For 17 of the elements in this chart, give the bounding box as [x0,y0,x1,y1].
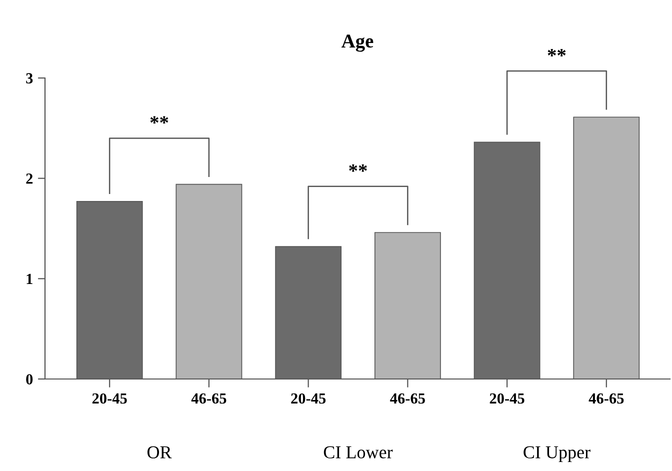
text: 20-45 [490,393,524,404]
text: 46-65 [588,393,624,404]
legend-label: 46-65 [191,393,226,404]
legend-label: 20-45 [92,393,127,404]
text: 46-65 [390,393,425,404]
chart-title: Age [341,34,374,52]
y-tick-label: 1 [26,274,32,284]
annotation: ** [150,116,168,124]
y-tick-label: 0 [26,374,33,384]
annotation: ** [349,164,367,172]
x-tick-label: CI Lower [324,446,393,458]
y-tick-label: 2 [26,174,33,184]
y-tick-label: 3 [26,73,33,84]
x-tick-label: OR [147,446,172,458]
x-tick-label: CI Upper [524,446,590,462]
text: ** [548,48,566,56]
text: 20-45 [291,393,326,404]
